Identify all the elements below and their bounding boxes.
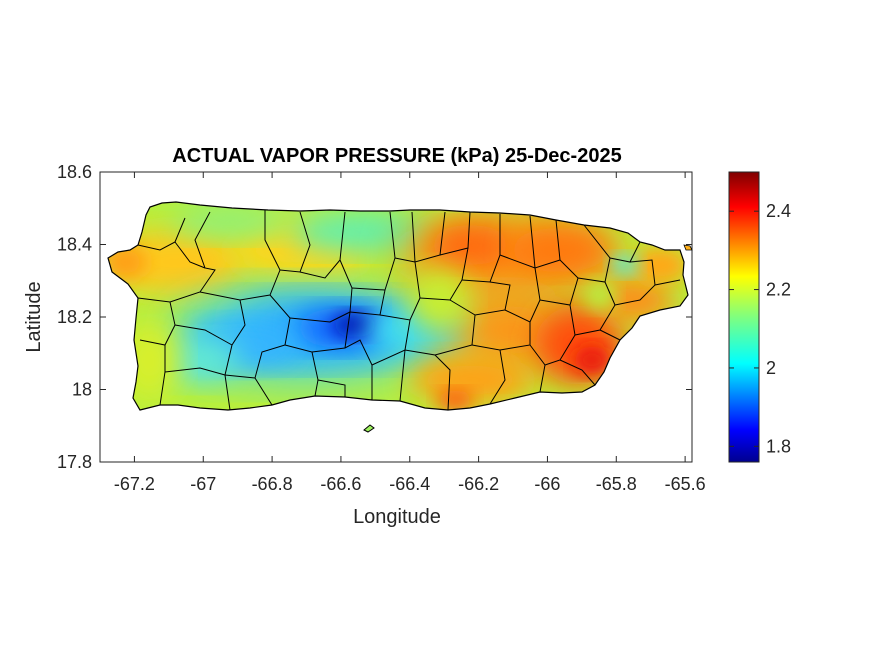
colorbar-tick-label: 2.4 <box>766 201 791 221</box>
x-tick-label: -67.2 <box>114 474 155 494</box>
colorbar-ticks: 2.4 2.2 2 1.8 <box>729 201 791 456</box>
cayo-east <box>683 244 693 251</box>
y-axis-ticks: 18.6 18.4 18.2 18 17.8 <box>57 162 692 472</box>
colorbar <box>728 171 760 463</box>
x-axis-label: Longitude <box>353 506 441 528</box>
x-tick-label: -66.8 <box>252 474 293 494</box>
x-tick-label: -65.8 <box>596 474 637 494</box>
caja-de-muertos-island <box>363 424 375 433</box>
y-tick-label: 17.8 <box>57 452 92 472</box>
x-tick-label: -66.2 <box>458 474 499 494</box>
colorbar-tick-label: 2 <box>766 358 776 378</box>
y-tick-label: 18.4 <box>57 235 92 255</box>
x-tick-label: -66 <box>534 474 560 494</box>
map-title: ACTUAL VAPOR PRESSURE (kPa) 25-Dec-2025 <box>172 145 621 167</box>
x-tick-label: -66.6 <box>320 474 361 494</box>
y-tick-label: 18.2 <box>57 307 92 327</box>
x-tick-label: -66.4 <box>389 474 430 494</box>
y-tick-label: 18 <box>72 380 92 400</box>
x-tick-label: -65.6 <box>665 474 706 494</box>
y-axis-label: Latitude <box>23 281 45 352</box>
municipality-boundaries <box>137 210 681 411</box>
colorbar-tick-label: 1.8 <box>766 436 791 456</box>
x-tick-label: -67 <box>190 474 216 494</box>
y-tick-label: 18.6 <box>57 162 92 182</box>
x-axis-ticks: -67.2 -67 -66.8 -66.6 -66.4 -66.2 -66 -65.8 -65.… <box>114 172 706 494</box>
colorbar-tick-label: 2.2 <box>766 280 791 300</box>
